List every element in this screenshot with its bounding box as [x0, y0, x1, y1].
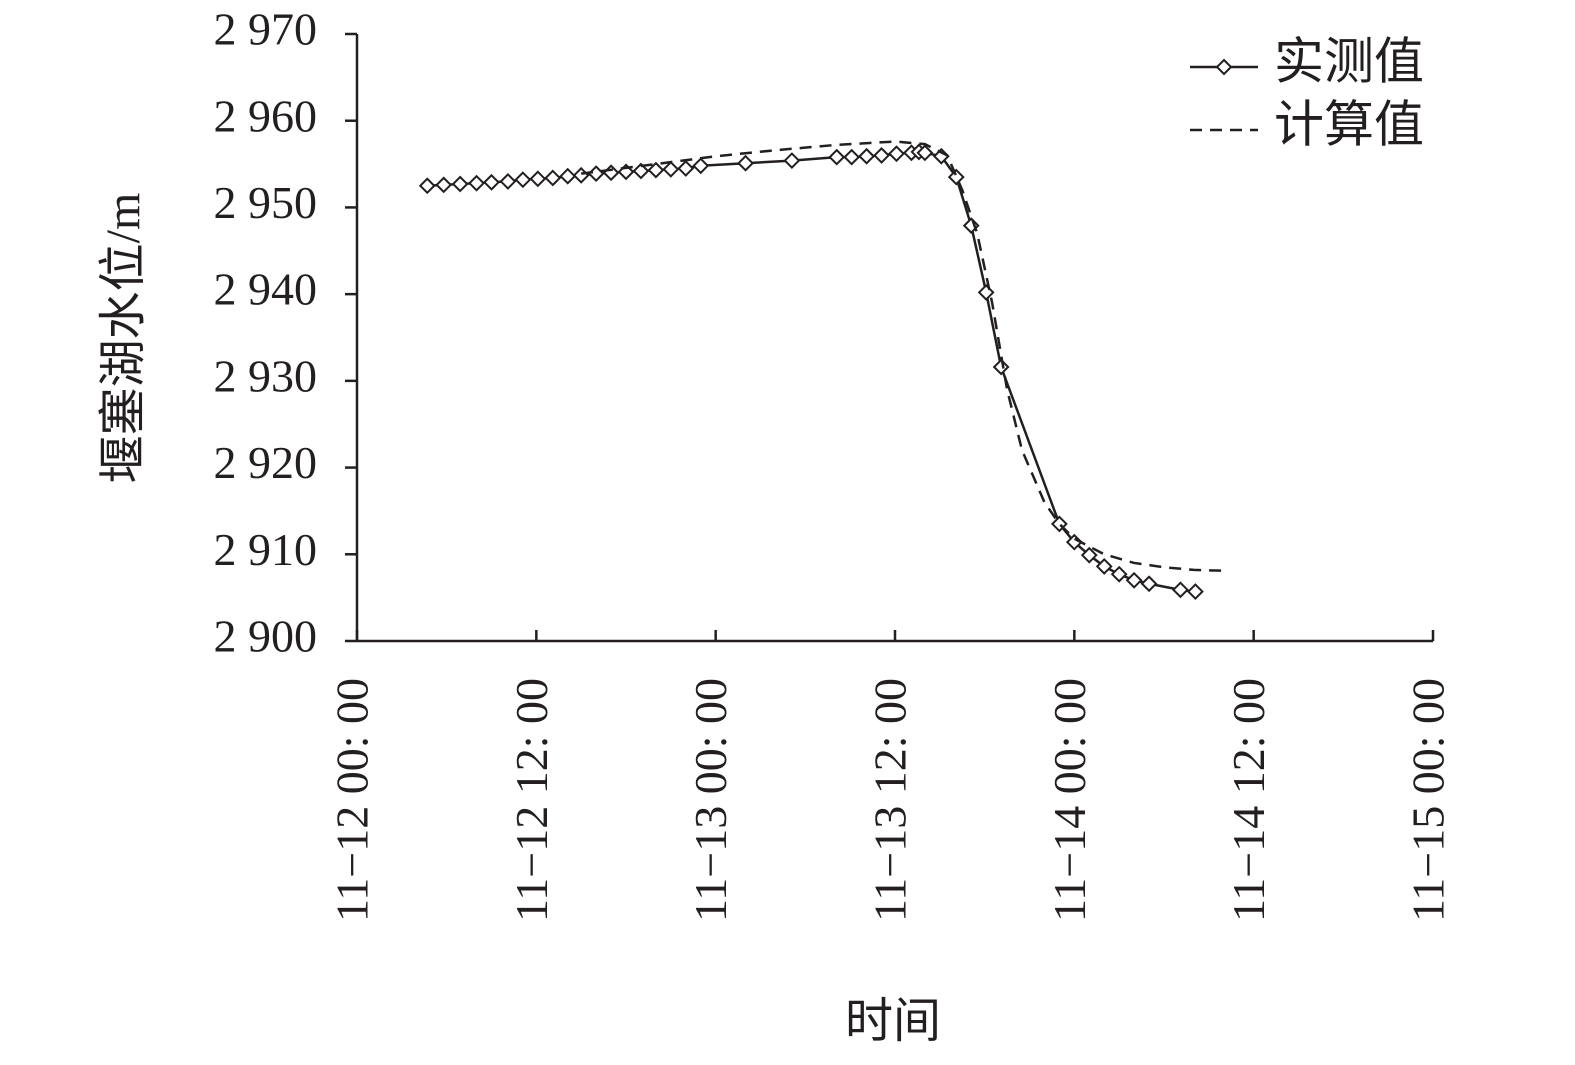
x-tick-label: 11−15 00: 00 — [1403, 678, 1454, 922]
data-point — [977, 283, 995, 301]
data-point — [1110, 565, 1128, 583]
data-point — [662, 160, 680, 178]
data-point — [858, 147, 876, 165]
y-tick-label: 2 940 — [214, 264, 318, 315]
series-line — [427, 150, 1196, 593]
y-axis-label: 堰塞湖水位/m — [97, 193, 150, 484]
y-tick-label: 2 950 — [214, 177, 318, 228]
legend-label: 计算值 — [1274, 96, 1424, 152]
data-point — [783, 152, 801, 170]
data-point — [1080, 546, 1098, 564]
x-tick-label: 11−14 12: 00 — [1223, 678, 1274, 922]
data-point — [992, 358, 1010, 376]
data-point — [828, 148, 846, 166]
data-point — [514, 171, 532, 189]
data-point — [602, 164, 620, 182]
data-point — [888, 145, 905, 163]
y-tick-label: 2 920 — [214, 437, 318, 488]
y-tick-label: 2 910 — [214, 524, 318, 575]
data-point — [962, 217, 980, 235]
data-point — [1186, 583, 1204, 600]
data-point — [572, 166, 590, 184]
data-point — [435, 176, 453, 194]
legend-label: 实测值 — [1274, 33, 1424, 89]
data-point — [1125, 571, 1143, 589]
data-point — [1095, 558, 1113, 575]
y-tick-label: 2 930 — [214, 350, 318, 401]
data-point — [873, 146, 890, 164]
data-point — [1050, 515, 1068, 533]
series-line — [581, 140, 1224, 573]
data-point — [418, 177, 436, 195]
legend-marker — [1215, 58, 1233, 76]
data-point — [677, 159, 695, 177]
data-point — [737, 154, 754, 172]
data-point — [468, 174, 485, 192]
data-point — [1140, 575, 1158, 593]
data-point — [544, 169, 562, 187]
data-point — [647, 161, 665, 179]
y-tick-label: 2 900 — [214, 611, 318, 662]
x-axis-label: 时间 — [845, 995, 941, 1048]
x-tick-label: 11−13 00: 00 — [685, 678, 736, 922]
data-point — [632, 162, 650, 180]
data-point — [916, 144, 934, 162]
data-point — [499, 172, 517, 190]
data-point — [529, 170, 547, 188]
data-point — [692, 157, 710, 175]
data-point — [1172, 581, 1189, 599]
data-point — [587, 165, 605, 183]
data-point — [559, 167, 577, 185]
x-tick-label: 11−13 12: 00 — [865, 678, 916, 922]
x-tick-label: 11−14 00: 00 — [1044, 678, 1095, 922]
x-tick-label: 11−12 12: 00 — [506, 678, 557, 922]
data-point — [947, 168, 965, 186]
y-tick-label: 2 970 — [214, 4, 318, 55]
x-tick-label: 11−12 00: 00 — [327, 678, 378, 922]
y-tick-label: 2 960 — [214, 90, 318, 141]
data-point — [451, 175, 469, 193]
data-point — [483, 173, 500, 191]
data-point — [843, 148, 861, 166]
